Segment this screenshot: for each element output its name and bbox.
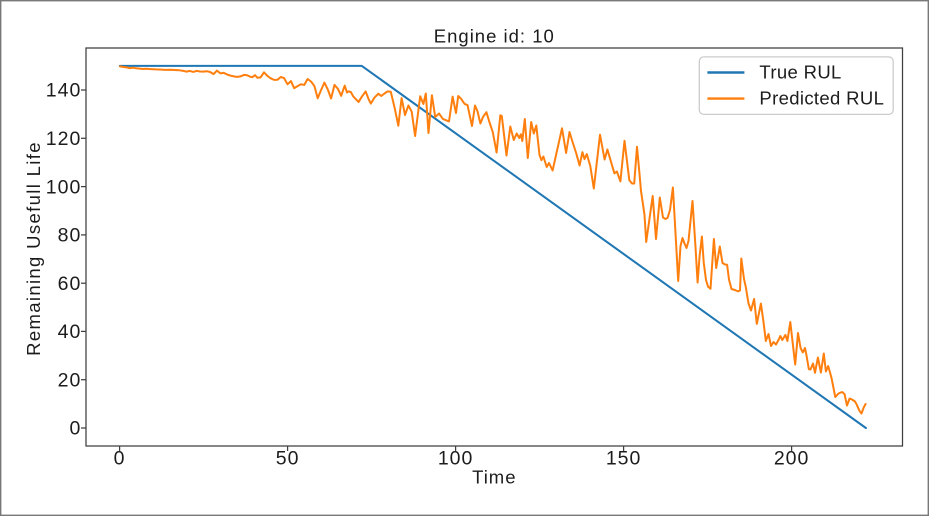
svg-text:20: 20 — [58, 369, 82, 391]
svg-text:Remaining Usefull Life: Remaining Usefull Life — [23, 141, 44, 356]
svg-text:150: 150 — [606, 448, 642, 470]
svg-text:60: 60 — [58, 273, 82, 295]
svg-text:Engine id: 10: Engine id: 10 — [434, 26, 555, 47]
svg-text:0: 0 — [69, 418, 81, 440]
svg-text:True RUL: True RUL — [759, 62, 841, 83]
svg-text:120: 120 — [46, 128, 82, 150]
svg-text:200: 200 — [774, 448, 810, 470]
svg-text:Time: Time — [472, 467, 516, 488]
svg-text:40: 40 — [58, 321, 82, 343]
svg-text:50: 50 — [276, 448, 300, 470]
svg-text:0: 0 — [114, 448, 126, 470]
svg-text:100: 100 — [46, 176, 82, 198]
svg-text:Predicted RUL: Predicted RUL — [759, 88, 884, 109]
svg-text:80: 80 — [58, 225, 82, 247]
svg-text:140: 140 — [46, 80, 82, 102]
svg-text:100: 100 — [438, 448, 474, 470]
